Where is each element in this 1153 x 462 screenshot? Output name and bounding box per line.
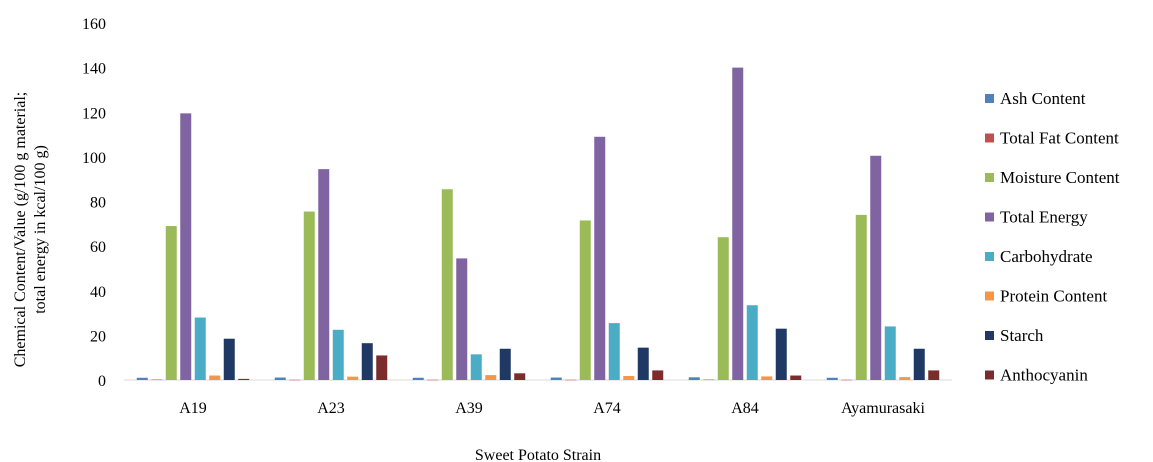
legend-swatch <box>985 291 994 301</box>
legend-label: Total Energy <box>1000 208 1088 227</box>
bar-a19-total-energy <box>180 113 192 380</box>
y-tick-label: 100 <box>82 150 106 167</box>
bar-a84-carbohydrate <box>746 305 758 380</box>
x-tick-label: A23 <box>317 400 345 417</box>
bar-a23-protein-content <box>347 376 359 380</box>
legend-swatch <box>985 173 994 182</box>
y-tick-label: 20 <box>90 328 106 345</box>
bar-ayamurasaki-total-fat-content <box>841 379 853 381</box>
bar-a39-total-energy <box>456 258 468 380</box>
y-tick-label: 0 <box>98 373 106 390</box>
legend-label: Moisture Content <box>1000 168 1120 187</box>
bar-a23-carbohydrate <box>332 329 344 380</box>
x-axis-title: Sweet Potato Strain <box>475 447 601 462</box>
legend-label: Carbohydrate <box>1000 247 1093 266</box>
x-tick-label: A39 <box>455 400 483 417</box>
bar-a23-starch <box>361 343 373 380</box>
bar-a74-carbohydrate <box>608 323 620 380</box>
bar-ayamurasaki-protein-content <box>899 377 911 380</box>
y-axis-ticks: 0 20 40 60 80 100 120 140 160 <box>82 16 106 390</box>
bar-ayamurasaki-starch <box>913 348 925 380</box>
bar-a19-ash-content <box>136 377 148 380</box>
bar-a23-moisture-content <box>303 211 315 380</box>
legend-label: Starch <box>1000 326 1044 345</box>
bar-a84-ash-content <box>688 377 700 380</box>
x-tick-label: A19 <box>179 400 207 417</box>
y-tick-label: 80 <box>90 195 106 212</box>
y-tick-label: 120 <box>82 105 106 122</box>
bar-a19-starch <box>223 338 235 380</box>
legend-swatch <box>985 331 994 340</box>
bar-a84-starch <box>775 328 787 380</box>
legend-label: Anthocyanin <box>1000 366 1088 385</box>
y-axis-title: Chemical Content/Value (g/100 g material… <box>12 92 49 367</box>
bar-ayamurasaki-moisture-content <box>855 214 867 380</box>
bar-a74-ash-content <box>550 377 562 380</box>
bar-a74-protein-content <box>623 375 635 380</box>
bar-ayamurasaki-total-energy <box>870 155 882 380</box>
y-axis-title-line: total energy in kcal/100 g) <box>32 145 49 314</box>
bar-a23-anthocyanin <box>376 355 388 380</box>
bar-a39-starch <box>499 348 511 380</box>
bar-a19-anthocyanin <box>238 378 250 380</box>
bar-a39-anthocyanin <box>514 373 526 380</box>
y-tick-label: 160 <box>82 16 106 33</box>
y-tick-label: 60 <box>90 239 106 256</box>
bar-a23-ash-content <box>274 377 286 380</box>
legend-label: Protein Content <box>1000 287 1107 306</box>
bar-a23-total-energy <box>318 169 330 380</box>
bar-a39-ash-content <box>412 377 424 380</box>
bar-a19-total-fat-content <box>151 379 163 381</box>
legend-swatch <box>985 94 994 103</box>
legend-swatch <box>985 133 994 143</box>
bar-a84-total-fat-content <box>703 379 715 381</box>
bar-a84-anthocyanin <box>790 375 802 380</box>
bar-ayamurasaki-anthocyanin <box>928 370 940 380</box>
x-tick-label: Ayamurasaki <box>841 400 925 417</box>
x-axis-ticks: A19 A23 A39 A74 A84 Ayamurasaki <box>179 400 925 417</box>
bar-a74-total-fat-content <box>565 379 577 381</box>
legend-label: Total Fat Content <box>1000 129 1119 148</box>
bar-ayamurasaki-carbohydrate <box>884 326 896 380</box>
bar-a74-total-energy <box>594 136 606 380</box>
legend-swatch <box>985 252 994 261</box>
bar-a74-anthocyanin <box>652 370 664 380</box>
x-tick-label: A84 <box>731 400 759 417</box>
x-tick-label: A74 <box>593 400 621 417</box>
bar-a39-carbohydrate <box>470 354 482 380</box>
bars <box>136 67 940 381</box>
bar-a84-total-energy <box>732 67 744 380</box>
y-tick-label: 140 <box>82 61 106 78</box>
legend-swatch <box>985 212 994 222</box>
bar-a19-moisture-content <box>165 226 177 380</box>
bar-a39-protein-content <box>485 375 497 380</box>
legend: Ash Content Total Fat Content Moisture Con… <box>985 89 1120 385</box>
bar-a84-moisture-content <box>717 237 729 380</box>
bar-a39-moisture-content <box>441 189 453 380</box>
bar-a74-moisture-content <box>579 220 591 380</box>
bar-a39-total-fat-content <box>427 379 439 381</box>
bar-a74-starch <box>637 347 649 380</box>
legend-swatch <box>985 370 994 380</box>
y-axis-title-line: Chemical Content/Value (g/100 g material… <box>12 92 29 367</box>
bar-ayamurasaki-ash-content <box>826 377 838 380</box>
bar-a19-carbohydrate <box>194 317 206 380</box>
bar-a84-protein-content <box>761 376 773 380</box>
bar-a19-protein-content <box>209 375 221 380</box>
y-tick-label: 40 <box>90 284 106 301</box>
legend-label: Ash Content <box>1000 89 1086 108</box>
bar-a23-total-fat-content <box>289 379 301 381</box>
